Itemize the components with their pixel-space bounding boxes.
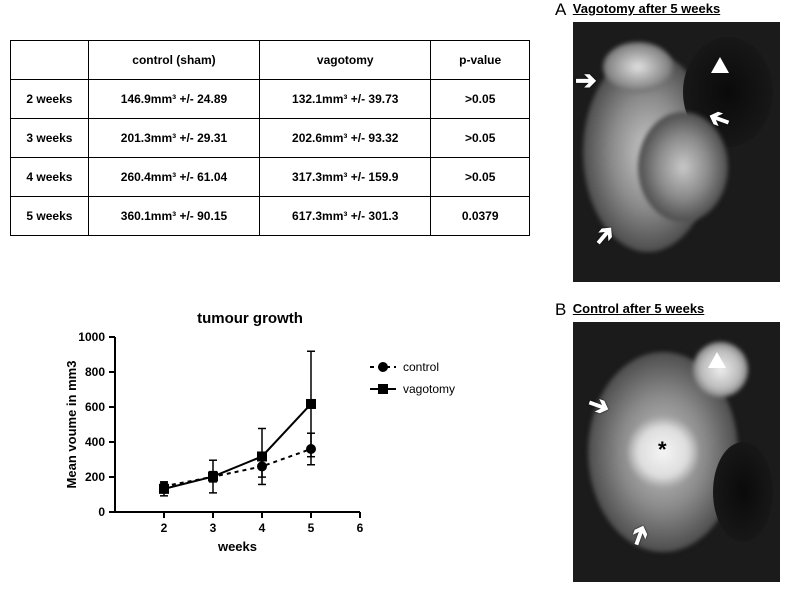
svg-text:4: 4 xyxy=(259,521,266,535)
svg-text:200: 200 xyxy=(85,470,105,484)
arrow-icon: ➔ xyxy=(575,67,597,93)
table-cell: 201.3mm³ +/- 29.31 xyxy=(88,119,259,158)
panel-A: A Vagotomy after 5 weeks ➔ ➔ ➔ xyxy=(555,0,780,282)
panel-A-label: A xyxy=(555,0,566,20)
panel-A-title: Vagotomy after 5 weeks xyxy=(573,1,720,16)
table-cell: 260.4mm³ +/- 61.04 xyxy=(88,158,259,197)
table-cell: 202.6mm³ +/- 93.32 xyxy=(260,119,431,158)
table-row: 5 weeks360.1mm³ +/- 90.15617.3mm³ +/- 30… xyxy=(11,197,530,236)
svg-text:800: 800 xyxy=(85,365,105,379)
table-header: vagotomy xyxy=(260,41,431,80)
table-cell: >0.05 xyxy=(431,80,530,119)
panel-B-label: B xyxy=(555,300,566,320)
svg-text:6: 6 xyxy=(357,521,364,535)
table-cell: 146.9mm³ +/- 24.89 xyxy=(88,80,259,119)
svg-text:400: 400 xyxy=(85,435,105,449)
table-cell: 360.1mm³ +/- 90.15 xyxy=(88,197,259,236)
asterisk-marker-icon: * xyxy=(658,437,667,463)
svg-text:vagotomy: vagotomy xyxy=(403,382,455,396)
table-row: 3 weeks201.3mm³ +/- 29.31202.6mm³ +/- 93… xyxy=(11,119,530,158)
table-row: 2 weeks146.9mm³ +/- 24.89132.1mm³ +/- 39… xyxy=(11,80,530,119)
mri-image-B: ➔ ➔ * xyxy=(573,322,780,582)
panel-B-title: Control after 5 weeks xyxy=(573,301,705,316)
table-header: control (sham) xyxy=(88,41,259,80)
table-cell: >0.05 xyxy=(431,158,530,197)
table-cell: 0.0379 xyxy=(431,197,530,236)
table-header xyxy=(11,41,89,80)
table-cell: 5 weeks xyxy=(11,197,89,236)
table-cell: 3 weeks xyxy=(11,119,89,158)
table-cell: 617.3mm³ +/- 301.3 xyxy=(260,197,431,236)
table-cell: 317.3mm³ +/- 159.9 xyxy=(260,158,431,197)
table-cell: 4 weeks xyxy=(11,158,89,197)
triangle-marker-icon xyxy=(708,352,726,368)
mri-image-A: ➔ ➔ ➔ xyxy=(573,22,780,282)
svg-text:1000: 1000 xyxy=(78,330,105,344)
svg-text:3: 3 xyxy=(210,521,217,535)
svg-text:0: 0 xyxy=(98,505,105,519)
triangle-marker-icon xyxy=(711,57,729,73)
svg-text:weeks: weeks xyxy=(217,539,257,554)
table-cell: 2 weeks xyxy=(11,80,89,119)
svg-text:control: control xyxy=(403,360,439,374)
svg-text:5: 5 xyxy=(308,521,315,535)
panel-B: B Control after 5 weeks ➔ ➔ * xyxy=(555,300,780,582)
table-cell: >0.05 xyxy=(431,119,530,158)
table-row: 4 weeks260.4mm³ +/- 61.04317.3mm³ +/- 15… xyxy=(11,158,530,197)
svg-text:600: 600 xyxy=(85,400,105,414)
results-table: control (sham)vagotomyp-value 2 weeks146… xyxy=(10,40,530,236)
svg-text:2: 2 xyxy=(161,521,168,535)
table-cell: 132.1mm³ +/- 39.73 xyxy=(260,80,431,119)
table-header: p-value xyxy=(431,41,530,80)
chart-title: tumour growth xyxy=(20,310,480,327)
tumour-growth-chart: tumour growth 2345602004006008001000week… xyxy=(60,310,480,590)
svg-text:Mean voume in mm3: Mean voume in mm3 xyxy=(64,361,79,489)
